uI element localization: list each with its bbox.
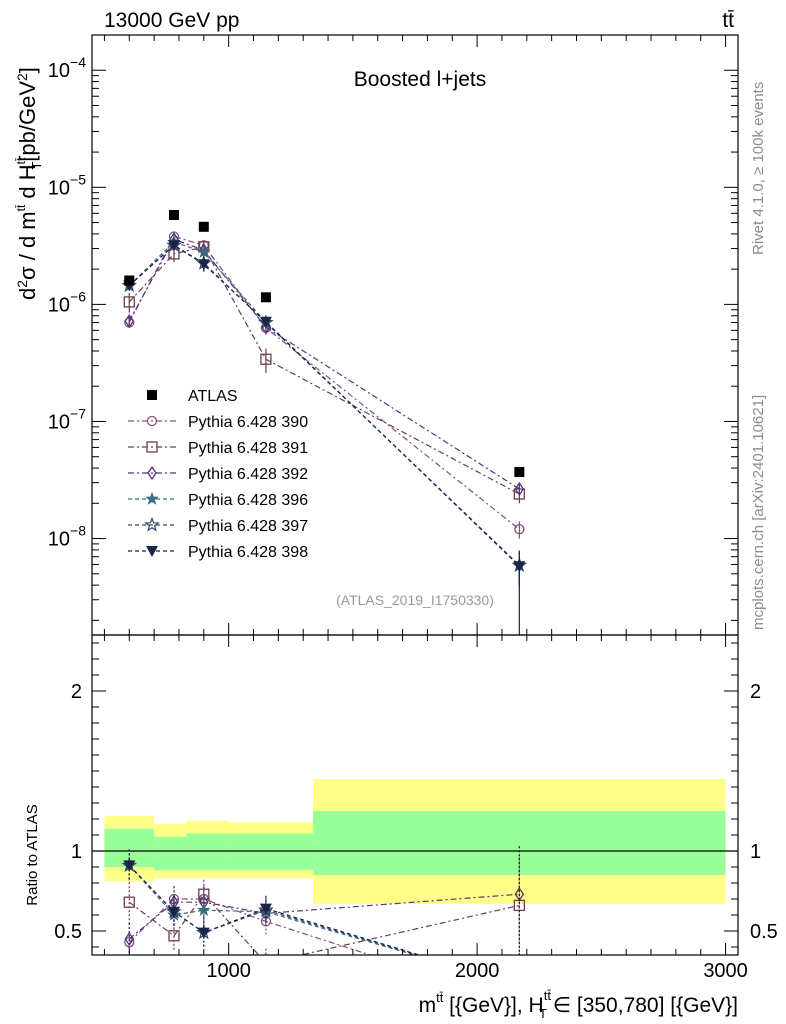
- data-point: [124, 313, 135, 329]
- ratio-tick-label-right: 0.5: [750, 921, 778, 943]
- series-upper-5: [121, 237, 528, 587]
- ratio-point: [123, 860, 136, 872]
- series-line: [128, 244, 520, 567]
- data-point: [514, 524, 525, 535]
- x-tick-label: 2000: [455, 960, 500, 982]
- header-right: tt̄: [722, 9, 734, 32]
- mcplots-label: mcplots.cern.ch [arXiv:2401.10621]: [750, 395, 767, 630]
- header-left: 13000 GeV pp: [104, 9, 239, 32]
- ratio-tick-label-left: 1: [71, 841, 82, 863]
- data-point: [167, 240, 180, 252]
- data-point: [197, 244, 211, 258]
- ratio-point: [514, 979, 525, 990]
- ratio-tick-label-right: 2: [750, 681, 761, 703]
- legend: ATLAS Pythia 6.428 390 Pythia 6.428 391 Pyt…: [128, 388, 308, 561]
- atlas-point: [260, 292, 271, 303]
- ratio-point: [124, 931, 135, 947]
- atlas-point: [514, 467, 525, 478]
- data-point: [514, 481, 525, 497]
- ratio-line: [128, 898, 373, 955]
- atlas-point: [124, 275, 135, 286]
- atlas-band-inner: [186, 833, 229, 871]
- x-axis-label: mtt̄ [{GeV}], Htt̄ T ∈ [350,780] [{GeV}]: [419, 988, 738, 1021]
- series-line: [128, 246, 520, 495]
- ratio-point: [261, 958, 271, 968]
- series-line: [128, 235, 520, 530]
- series-line: [128, 238, 520, 490]
- legend-marker: [144, 516, 160, 532]
- data-point: [123, 296, 135, 308]
- ratio-point: [513, 980, 525, 991]
- legend-entry: Pythia 6.428 392: [128, 465, 308, 483]
- ratio-tick-label-left: 2: [71, 681, 82, 703]
- rivet-label: Rivet 4.1.0, ≥ 100k events: [750, 82, 767, 255]
- x-tick-label: 1000: [206, 960, 251, 982]
- legend-marker: [146, 546, 158, 557]
- legend-entry: Pythia 6.428 397: [128, 516, 308, 535]
- legend-marker: [147, 390, 157, 400]
- legend-label: ATLAS: [188, 388, 238, 405]
- legend-marker: [145, 491, 159, 505]
- ratio-point: [124, 937, 135, 948]
- series-upper-4: [122, 235, 527, 587]
- legend-entry: ATLAS: [147, 388, 238, 405]
- x-tick-label: 3000: [703, 960, 748, 982]
- atlas-point: [168, 210, 179, 221]
- atlas-band-inner: [313, 811, 726, 875]
- series-ratio-6: [123, 849, 525, 991]
- series-upper-1: [124, 231, 525, 539]
- atlas-points: [124, 210, 525, 478]
- ratio-line: [128, 864, 417, 955]
- ratio-point: [259, 903, 272, 915]
- ratio-point: [168, 930, 180, 942]
- ratio-point: [167, 906, 180, 918]
- legend-label: Pythia 6.428 390: [188, 414, 308, 431]
- analysis-id: (ATLAS_2019_I1750330): [336, 592, 494, 608]
- legend-label: Pythia 6.428 396: [188, 492, 308, 509]
- series-upper-3: [124, 232, 525, 497]
- legend-label: Pythia 6.428 398: [188, 544, 308, 561]
- atlas-band-inner: [154, 836, 187, 871]
- legend-marker: [146, 415, 158, 427]
- y-tick-label: 10−7: [48, 405, 86, 433]
- y-tick-label: 10−8: [48, 523, 86, 551]
- ratio-point: [197, 927, 210, 939]
- data-point: [260, 353, 272, 365]
- upper-ylabel: d2σ / d mtt̄ d Htt̄T[pb/GeV2]: [14, 67, 44, 300]
- lower-frame: [91, 634, 739, 956]
- atlas-point: [198, 221, 209, 232]
- ratio-point: [513, 979, 525, 991]
- data-point: [197, 259, 210, 271]
- legend-marker: [147, 465, 157, 481]
- legend-entry: Pythia 6.428 396: [128, 491, 308, 509]
- atlas-band-inner: [228, 833, 314, 871]
- y-tick-label: 10−6: [48, 288, 86, 316]
- series-upper-2: [123, 241, 526, 504]
- data-point: [259, 316, 272, 328]
- y-tick-label: 10−5: [48, 171, 86, 199]
- ratio-tick-label-right: 1: [750, 841, 761, 863]
- plot-title: Boosted l+jets: [354, 68, 487, 91]
- series-upper-6: [123, 240, 526, 588]
- ratio-point: [197, 903, 211, 916]
- legend-marker: [146, 441, 158, 453]
- y-tick-label: 10−4: [48, 54, 86, 82]
- series-ratio-1: [124, 886, 373, 955]
- legend-entry: Pythia 6.428 390: [128, 414, 308, 431]
- legend-label: Pythia 6.428 391: [188, 440, 308, 457]
- ratio-tick-label-left: 0.5: [54, 921, 82, 943]
- legend-entry: Pythia 6.428 398: [128, 544, 308, 561]
- lower-ylabel: Ratio to ATLAS: [24, 804, 41, 905]
- legend-label: Pythia 6.428 397: [188, 518, 308, 535]
- legend-label: Pythia 6.428 392: [188, 466, 308, 483]
- ratio-point: [123, 896, 135, 908]
- legend-entry: Pythia 6.428 391: [128, 440, 308, 457]
